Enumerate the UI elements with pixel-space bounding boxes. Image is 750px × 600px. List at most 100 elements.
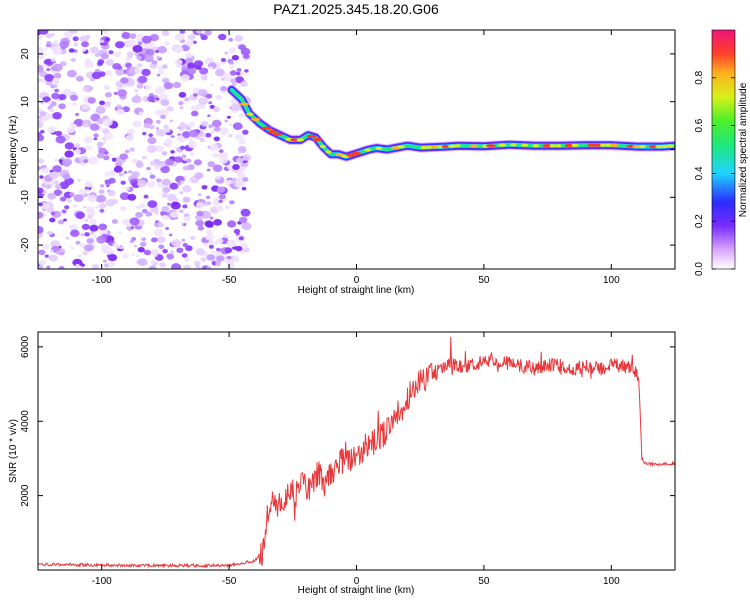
noise-blob <box>221 73 232 81</box>
noise-blob <box>49 217 56 223</box>
noise-blob <box>90 123 100 131</box>
noise-blob <box>199 137 205 143</box>
noise-blob <box>190 56 195 60</box>
noise-blob <box>224 247 233 254</box>
noise-blob <box>105 70 113 76</box>
noise-blob <box>203 243 208 247</box>
noise-blob <box>158 244 165 250</box>
noise-blob <box>207 161 216 168</box>
noise-blob <box>220 58 227 62</box>
noise-blob <box>50 58 56 62</box>
noise-blob <box>144 54 154 63</box>
ridge-hotspot <box>306 134 317 138</box>
noise-blob <box>182 204 188 209</box>
noise-blob <box>238 139 246 145</box>
noise-blob <box>139 241 147 247</box>
noise-blob <box>93 133 99 138</box>
noise-blob <box>100 53 109 60</box>
noise-blob <box>230 103 241 112</box>
noise-blob <box>210 130 215 134</box>
noise-blob <box>185 52 193 59</box>
noise-blob <box>38 30 49 35</box>
noise-blob <box>60 196 67 202</box>
noise-blob <box>143 249 152 256</box>
noise-blob <box>161 151 168 156</box>
ridge-hotspot <box>351 151 362 156</box>
noise-blob <box>195 248 205 256</box>
snr-ytick-label: 6000 <box>20 335 31 358</box>
noise-blob <box>228 122 234 127</box>
noise-blob <box>52 46 62 54</box>
noise-blob <box>185 245 193 252</box>
noise-blob <box>182 165 190 171</box>
colorbar-label: Normalized spectral amplitude <box>738 82 749 217</box>
noise-blob <box>96 141 104 147</box>
noise-blob <box>216 186 226 193</box>
noise-blob <box>51 66 58 72</box>
noise-blob <box>174 33 185 41</box>
noise-blob <box>229 183 235 188</box>
noise-blob <box>62 88 72 96</box>
noise-blob <box>141 35 152 44</box>
noise-blob <box>180 145 186 150</box>
noise-blob <box>64 142 75 150</box>
noise-blob <box>38 202 43 207</box>
noise-blob <box>137 41 143 46</box>
noise-blob <box>137 246 145 253</box>
noise-blob <box>55 130 63 137</box>
noise-blob <box>70 94 78 101</box>
ridge-hotspot <box>660 144 669 148</box>
noise-blob <box>146 119 152 124</box>
noise-blob <box>119 246 124 250</box>
noise-blob <box>162 186 171 194</box>
noise-blob <box>205 132 212 138</box>
noise-blob <box>116 104 123 109</box>
noise-blob <box>184 97 190 102</box>
noise-blob <box>104 263 110 268</box>
noise-blob <box>89 219 97 225</box>
noise-blob <box>38 109 42 112</box>
noise-blob <box>187 67 197 75</box>
noise-blob <box>145 48 155 57</box>
noise-blob <box>38 259 47 266</box>
noise-blob <box>46 265 51 269</box>
noise-blob <box>58 94 67 101</box>
noise-blob <box>166 106 174 112</box>
noise-blob <box>224 119 228 123</box>
snr-ytick-label: 4000 <box>20 410 31 433</box>
noise-blob <box>63 31 73 39</box>
snr-series-line <box>38 336 675 569</box>
noise-blob <box>165 158 174 166</box>
noise-blob <box>50 211 56 216</box>
noise-blob <box>59 61 67 67</box>
noise-blob <box>158 222 165 228</box>
noise-blob <box>188 129 199 138</box>
noise-blob <box>218 127 229 135</box>
noise-blob <box>136 38 142 42</box>
noise-blob <box>240 47 251 56</box>
noise-blob <box>102 140 107 145</box>
noise-blob <box>47 101 52 105</box>
snr-x-ticks: -100 -50 0 50 100 <box>92 332 620 587</box>
noise-blob <box>64 205 70 210</box>
noise-blob <box>204 220 214 227</box>
noise-blob <box>182 185 192 193</box>
noise-blob <box>218 199 223 203</box>
noise-blob <box>80 233 85 237</box>
noise-blob <box>205 195 211 200</box>
noise-blob <box>231 54 239 61</box>
noise-blob <box>84 218 89 222</box>
noise-blob <box>190 235 196 240</box>
noise-blob <box>170 201 181 210</box>
noise-blob <box>131 158 138 164</box>
noise-blob <box>54 158 58 162</box>
noise-blob <box>156 120 161 124</box>
noise-blob <box>93 137 98 141</box>
noise-blob <box>53 84 58 88</box>
noise-blob <box>122 253 129 259</box>
noise-blob <box>242 177 249 182</box>
noise-blob <box>154 86 165 95</box>
noise-blob <box>84 232 90 237</box>
noise-blob <box>213 219 223 226</box>
